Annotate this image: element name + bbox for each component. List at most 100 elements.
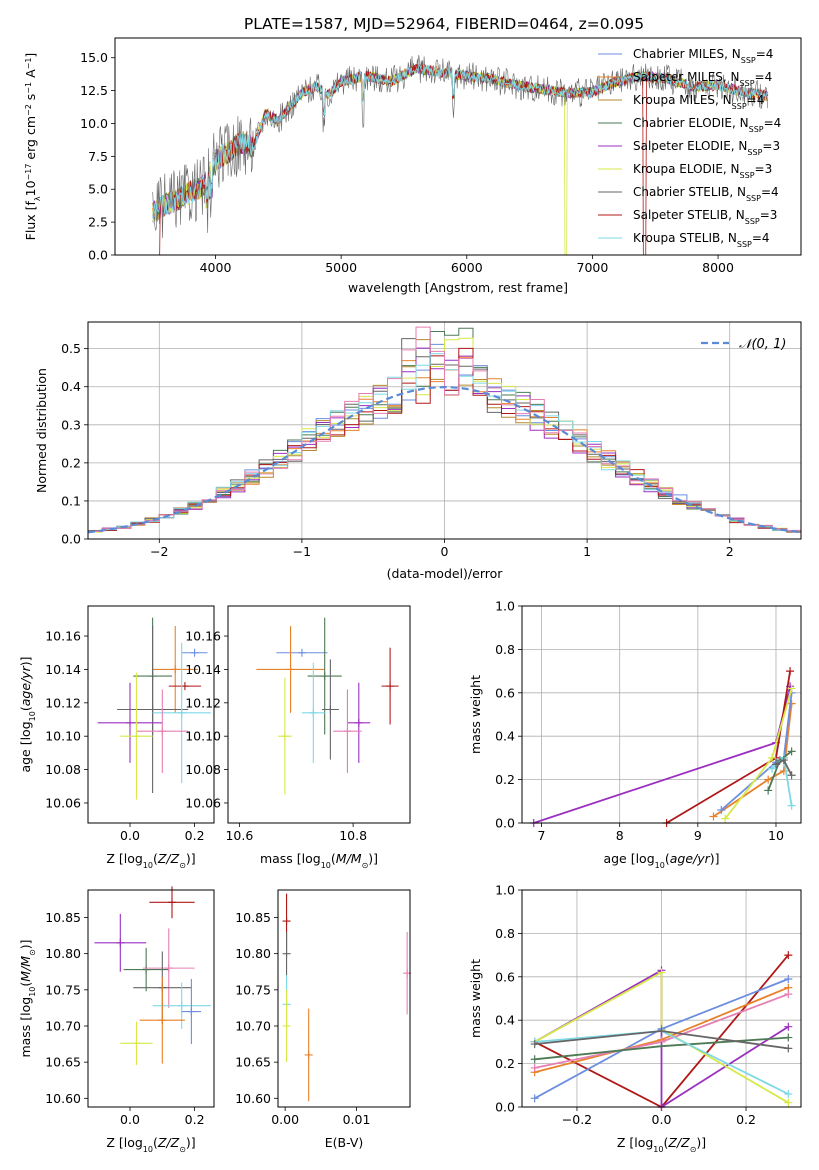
age-vs-z-frame <box>87 605 215 824</box>
age-vs-z-tick-label-y: 10.06 <box>45 795 81 810</box>
mass-vs-z-xlabel: Z [log10(Z/Z⊙)] <box>106 1135 195 1154</box>
spectrum-tick-label-y: 7.5 <box>88 149 108 164</box>
mass-weight-vs-age-tick-label-y: 0.2 <box>495 772 515 787</box>
mass-vs-z-tick-label-x: 0.2 <box>185 1112 205 1127</box>
mass-weight-vs-age-tick-label-y: 0.0 <box>495 816 515 831</box>
histogram-tick-label-y: 0.2 <box>61 455 81 470</box>
spectrum-tick-label-y: 10.0 <box>80 116 108 131</box>
histogram-series-steps <box>87 326 801 539</box>
mass-vs-ebv-point <box>282 1021 291 1030</box>
spectrum-tick-label-y: 15.0 <box>80 50 108 65</box>
mass-weight-vs-z-point <box>657 968 666 977</box>
mass-weight-vs-age-tick-label-x: 9 <box>694 828 702 843</box>
mass-weight-vs-z-tick-label-x: 0.2 <box>736 1112 756 1127</box>
mass-vs-ebv-frame <box>277 889 411 1108</box>
age-vs-z-tick-label-y: 10.16 <box>45 629 81 644</box>
spectrum-legend-label: Kroupa ELODIE, NSSP=3 <box>633 162 772 180</box>
mass-vs-z-ylabel: mass [log10(M/M⊙)] <box>18 939 37 1057</box>
mass-weight-vs-age-point <box>764 786 773 795</box>
spectrum-ylabel: Flux [fλ10−17 erg cm−2 s−1 A−1] <box>23 53 42 241</box>
mass-vs-z-tick-label-y: 10.65 <box>45 1055 81 1070</box>
mass-weight-vs-age-point <box>779 756 788 765</box>
plot-area <box>84 37 802 1111</box>
mass-weight-vs-z-series-line <box>534 970 789 1104</box>
spectrum-legend-label: Kroupa STELIB, NSSP=4 <box>633 231 770 249</box>
spectrum-legend-label: Chabrier STELIB, NSSP=4 <box>633 185 779 203</box>
mass-vs-ebv-tick-label-y: 10.80 <box>235 946 271 961</box>
mass-weight-vs-age-point <box>787 684 796 693</box>
spectrum-xlabel: wavelength [Angstrom, rest frame] <box>348 280 568 295</box>
age-vs-mass-point <box>343 727 352 736</box>
spectrum-series-line <box>152 64 769 221</box>
mass-vs-ebv-tick-label-y: 10.65 <box>235 1055 271 1070</box>
age-vs-z-point <box>132 732 141 741</box>
age-vs-mass-tick-label-y: 10.12 <box>185 695 221 710</box>
mass-weight-vs-z-point <box>784 951 793 960</box>
age-vs-z-point <box>190 648 199 657</box>
histogram-xlabel: (data-model)/error <box>387 566 504 581</box>
histogram-frame <box>87 321 802 540</box>
normal-curve-line <box>87 385 802 534</box>
spectrum-tick-label-x: 6000 <box>451 260 483 275</box>
histogram-tick-label-y: 0.3 <box>61 417 81 432</box>
age-vs-mass-tick-label-y: 10.14 <box>185 662 221 677</box>
mass-weight-vs-age-point <box>787 801 796 810</box>
mass-vs-z-tick-label-y: 10.60 <box>45 1091 81 1106</box>
mass-weight-vs-age-point <box>786 667 795 676</box>
mass-weight-vs-z-point <box>784 1033 793 1042</box>
mass-weight-vs-z-tick-label-y: 0.8 <box>495 926 515 941</box>
age-vs-mass-tick-label-y: 10.16 <box>185 629 221 644</box>
mass-weight-vs-z-tick-label-y: 0.4 <box>495 1013 515 1028</box>
mass-weight-vs-z-tick-label-y: 0.0 <box>495 1100 515 1115</box>
mass-vs-z-tick-label-y: 10.80 <box>45 946 81 961</box>
age-vs-mass-point <box>286 665 295 674</box>
spectrum-tick-label-x: 4000 <box>200 260 232 275</box>
mass-weight-vs-age-point <box>768 753 777 762</box>
mass-vs-z-point <box>116 938 125 947</box>
age-vs-z-tick-label-x: 0.0 <box>120 828 140 843</box>
age-vs-z-xlabel: Z [log10(Z/Z⊙)] <box>106 851 195 870</box>
age-vs-mass-tick-label-y: 10.10 <box>185 729 221 744</box>
mass-weight-vs-z-tick-label-y: 0.2 <box>495 1056 515 1071</box>
mass-vs-ebv-point <box>304 1050 313 1059</box>
mass-weight-vs-age-tick-label-y: 0.6 <box>495 685 515 700</box>
spectrum-series-line <box>152 54 769 239</box>
age-vs-z-point <box>158 727 167 736</box>
mass-weight-vs-z-point <box>784 974 793 983</box>
spectrum-legend-label: Salpeter STELIB, NSSP=3 <box>633 208 777 226</box>
mass-weight-vs-z-point <box>657 1042 666 1051</box>
age-vs-mass-point <box>320 672 329 681</box>
age-vs-z-point <box>148 705 157 714</box>
mass-weight-vs-age-ylabel: mass weight <box>468 675 483 754</box>
age-vs-z-tick-label-y: 10.08 <box>45 762 81 777</box>
spectrum-tick-label-y: 0.0 <box>88 248 108 263</box>
mass-vs-ebv-xlabel: E(B-V) <box>325 1135 364 1150</box>
age-vs-z-tick-label-y: 10.12 <box>45 695 81 710</box>
histogram-tick-label-y: 0.4 <box>61 379 81 394</box>
histogram-tick-label-y: 0.5 <box>61 341 81 356</box>
mass-weight-vs-z-frame <box>521 889 802 1108</box>
age-vs-mass-frame <box>227 605 411 824</box>
mass-weight-vs-z-point <box>784 1022 793 1031</box>
mass-weight-vs-age-xlabel: age [log10(age/yr)] <box>603 851 719 870</box>
spectrum-tick-label-y: 5.0 <box>88 182 108 197</box>
mass-vs-ebv-tick-label-x: 0.01 <box>343 1112 371 1127</box>
mass-weight-vs-z-point <box>784 1089 793 1098</box>
mass-vs-z-tick-label-x: 0.0 <box>120 1112 140 1127</box>
mass-weight-vs-z-point <box>657 1027 666 1036</box>
age-vs-z-tick-label-y: 10.14 <box>45 662 81 677</box>
mass-vs-z-tick-label-y: 10.85 <box>45 910 81 925</box>
mass-vs-z-point <box>132 1039 141 1048</box>
age-vs-z-ylabel: age [log10(age/yr)] <box>18 656 37 772</box>
age-vs-mass-point <box>326 705 335 714</box>
mass-weight-vs-age-tick-label-x: 8 <box>616 828 624 843</box>
histogram-tick-label-x: 0 <box>441 544 449 559</box>
mass-weight-vs-z-ylabel: mass weight <box>468 959 483 1038</box>
mass-vs-ebv-point <box>282 949 291 958</box>
mass-weight-vs-z-point <box>784 1044 793 1053</box>
spectrum-legend-label: Chabrier ELODIE, NSSP=4 <box>633 116 781 134</box>
figure-title: PLATE=1587, MJD=52964, FIBERID=0464, z=0… <box>244 15 644 33</box>
mass-vs-z-point <box>142 965 151 974</box>
age-vs-z-tick-label-y: 10.10 <box>45 729 81 744</box>
